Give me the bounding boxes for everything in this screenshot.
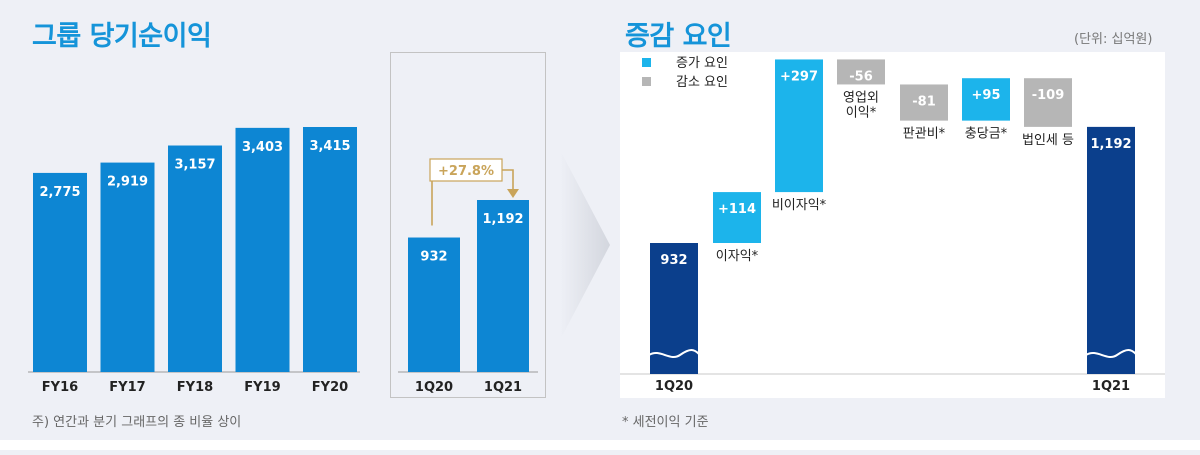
waterfall-value-label: +95 [972,88,1001,103]
quarterly-value-label: 1,192 [482,212,523,227]
axis-break-mark [1085,349,1137,358]
waterfall-chart-box [620,52,1165,398]
quarterly-category-label: 1Q21 [484,380,522,395]
waterfall-category-label: 1Q21 [1092,379,1130,394]
annual-bar [303,127,357,372]
annual-value-label: 3,157 [174,158,215,173]
quarterly-value-label: 932 [420,250,447,265]
waterfall-bar [713,192,761,243]
annual-category-label: FY16 [42,380,78,395]
legend-swatch [642,58,651,67]
waterfall-bar [837,59,885,85]
quarterly-category-label: 1Q20 [415,380,453,395]
legend-label: 증가 요인 [676,56,728,71]
waterfall-value-label: +114 [718,202,756,217]
annual-value-label: 3,415 [309,139,350,154]
waterfall-bar [1024,78,1072,127]
axis-break-mark [648,349,700,358]
waterfall-category-label: 이익* [846,105,877,120]
annual-value-label: 2,919 [107,175,148,190]
quarterly-bar [477,200,529,372]
growth-arrow-head [507,189,519,198]
waterfall-value-label: -109 [1032,88,1065,103]
waterfall-category-label: 영업외 [843,90,879,105]
legend-label: 감소 요인 [676,75,728,90]
annual-value-label: 2,775 [39,185,80,200]
waterfall-category-label: 법인세 등 [1022,133,1074,148]
growth-badge [429,158,503,182]
annual-bar [33,172,87,372]
waterfall-bar [1087,126,1135,374]
quarterly-bar [408,237,460,372]
waterfall-value-label: -81 [912,94,936,109]
quarterly-profit-chart: 932 1Q20 1,192 1Q21 +27.8% [398,158,538,395]
waterfall-value-label: +297 [780,69,818,84]
waterfall-value-label: 1,192 [1090,137,1131,152]
waterfall-category-label: 1Q20 [655,379,693,394]
waterfall-category-label: 이자익* [716,249,759,264]
waterfall-bar [962,78,1010,121]
left-footnote: 주) 연간과 분기 그래프의 종 비율 상이 [32,415,242,430]
right-footnote: * 세전이익 기준 [622,415,709,430]
arrow-divider [560,150,610,340]
annual-category-label: FY19 [244,380,280,395]
annual-category-label: FY17 [109,380,145,395]
waterfall-category-label: 충당금* [965,127,1008,142]
waterfall-value-label: 932 [660,253,687,268]
annual-profit-chart: 2,775 FY16 2,919 FY17 3,157 FY18 3,403 FY19 3,41… [28,127,360,395]
waterfall-bar [900,84,948,121]
waterfall-value-label: -56 [849,69,873,84]
waterfall-category-label: 판관비* [903,127,946,142]
annual-bar [235,127,290,373]
waterfall-category-label: 비이자익* [772,198,827,213]
waterfall-bar [775,59,823,193]
growth-label: +27.8% [438,164,494,179]
annual-bar [168,145,222,372]
right-title: 증감 요인 [625,21,732,52]
annual-category-label: FY20 [312,380,348,395]
bottom-strip [0,450,1200,455]
annual-bar [100,162,155,372]
unit-label: (단위: 십억원) [1074,32,1153,47]
left-title: 그룹 당기순이익 [32,21,212,52]
legend-swatch [642,77,651,86]
annual-category-label: FY18 [177,380,213,395]
annual-value-label: 3,403 [242,140,283,155]
